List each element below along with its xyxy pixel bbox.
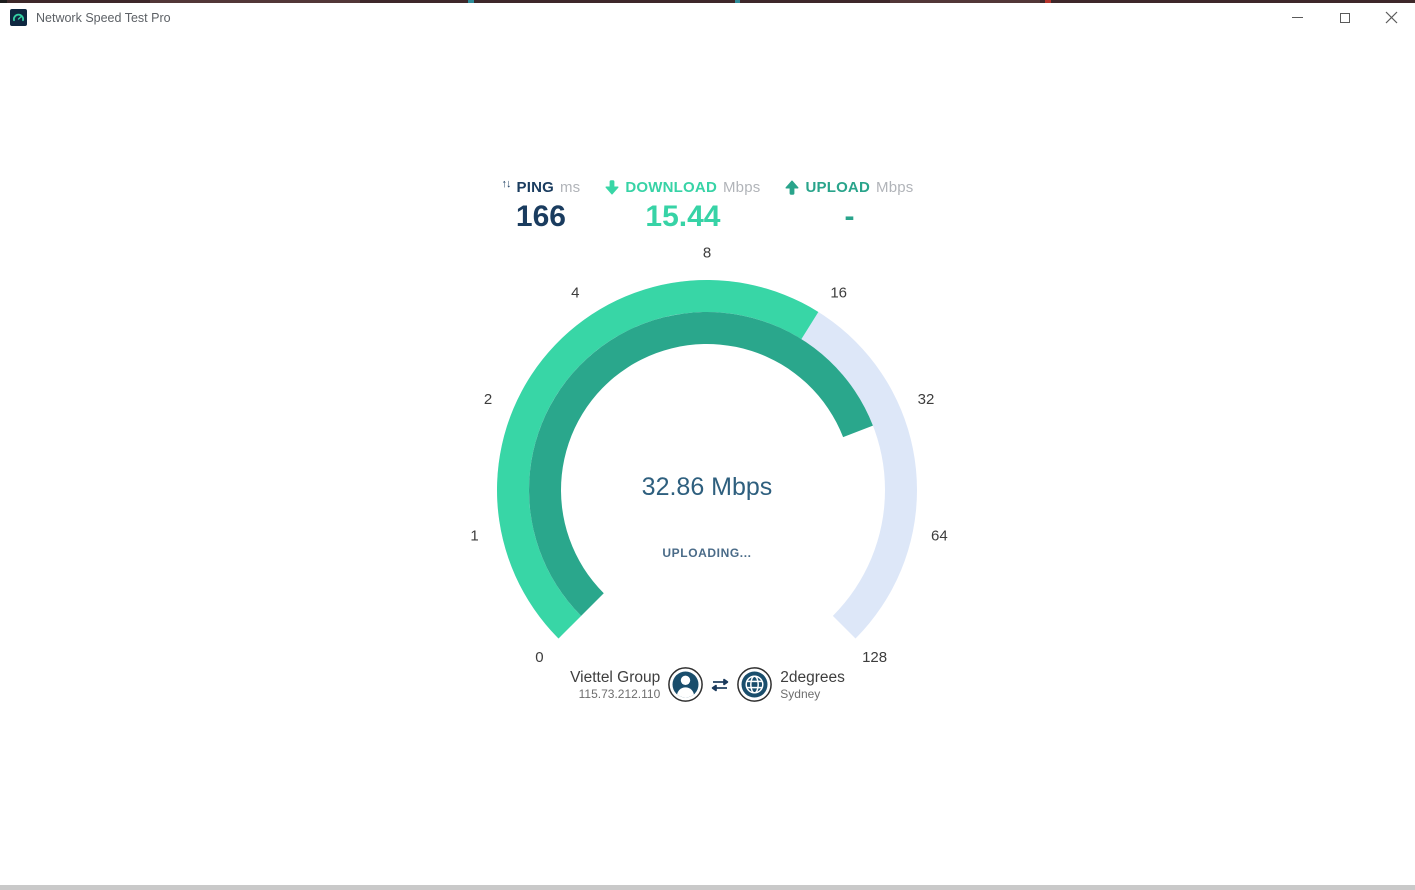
- server-name: 2degrees: [780, 668, 845, 686]
- speed-gauge: 0 1 2 4 8 16 32 64 128: [470, 245, 948, 667]
- desktop-speck: [0, 0, 7, 3]
- window-controls: [1274, 3, 1415, 32]
- upload-label: UPLOAD: [805, 179, 871, 196]
- download-value: 15.44: [645, 200, 721, 233]
- server-globe-icon: [736, 666, 773, 703]
- desktop-speck: [468, 0, 474, 3]
- desktop-speck: [890, 0, 1040, 3]
- download-stat-label: DOWNLOAD Mbps: [605, 179, 760, 196]
- gauge-status-text: UPLOADING...: [662, 546, 752, 560]
- gauge-current-speed: 32.86 Mbps: [641, 473, 773, 501]
- server-location: Sydney: [780, 686, 821, 701]
- download-unit: Mbps: [722, 179, 761, 196]
- ping-label: PING: [516, 179, 554, 196]
- gauge-tick-label: 4: [571, 284, 579, 301]
- gauge-tick-label: 32: [918, 391, 935, 408]
- gauge-upload-arc: [528, 312, 873, 616]
- gauge-tick-label: 8: [703, 245, 711, 262]
- download-stat: DOWNLOAD Mbps 15.44: [599, 179, 766, 233]
- ping-stat-label: ↑↓ PING ms: [501, 177, 581, 197]
- desktop-speck: [150, 0, 360, 3]
- desktop-speck: [1045, 0, 1051, 3]
- ping-stat: ↑↓ PING ms 166: [496, 177, 587, 233]
- close-button[interactable]: [1368, 3, 1415, 32]
- ping-unit: ms: [559, 179, 581, 196]
- gauge-tick-label: 2: [484, 391, 492, 408]
- desktop-edge-bottom: [0, 885, 1415, 890]
- ping-arrows-icon: ↑↓: [501, 177, 512, 190]
- results-bar: ↑↓ PING ms 166 DOWNLOAD Mbps: [0, 177, 1415, 233]
- ping-value: 166: [515, 200, 566, 233]
- app-icon: [10, 9, 27, 26]
- desktop-speck: [735, 0, 740, 3]
- titlebar: Network Speed Test Pro: [0, 3, 1415, 32]
- close-icon: [1385, 11, 1398, 24]
- maximize-icon: [1339, 12, 1350, 23]
- download-label: DOWNLOAD: [625, 179, 717, 196]
- user-icon: [667, 666, 704, 703]
- gauge-download-arc: [497, 280, 819, 639]
- download-arrow-icon: [605, 180, 619, 195]
- connection-info: Viettel Group 115.73.212.110: [0, 666, 1415, 703]
- transfer-arrows-icon: [710, 675, 730, 695]
- desktop-edge-top: [0, 0, 1415, 3]
- gauge-tick-label: 64: [931, 528, 948, 545]
- upload-value: -: [844, 200, 855, 233]
- upload-arrow-icon: [785, 180, 799, 195]
- gauge-tick-label: 16: [830, 284, 847, 301]
- maximize-button[interactable]: [1321, 3, 1368, 32]
- client-isp-name: Viettel Group: [570, 668, 661, 686]
- client-ip: 115.73.212.110: [578, 686, 661, 701]
- upload-stat-label: UPLOAD Mbps: [785, 179, 913, 196]
- gauge-tick-label: 128: [862, 649, 887, 666]
- client-info: Viettel Group 115.73.212.110: [570, 668, 660, 702]
- server-info: 2degrees Sydney: [780, 668, 845, 702]
- window-title: Network Speed Test Pro: [36, 10, 171, 25]
- minimize-button[interactable]: [1274, 3, 1321, 32]
- gauge-tick-label: 1: [470, 528, 478, 545]
- upload-stat: UPLOAD Mbps -: [779, 179, 919, 233]
- upload-unit: Mbps: [876, 179, 914, 196]
- gauge-tick-label: 0: [535, 649, 543, 666]
- minimize-icon: [1292, 17, 1303, 18]
